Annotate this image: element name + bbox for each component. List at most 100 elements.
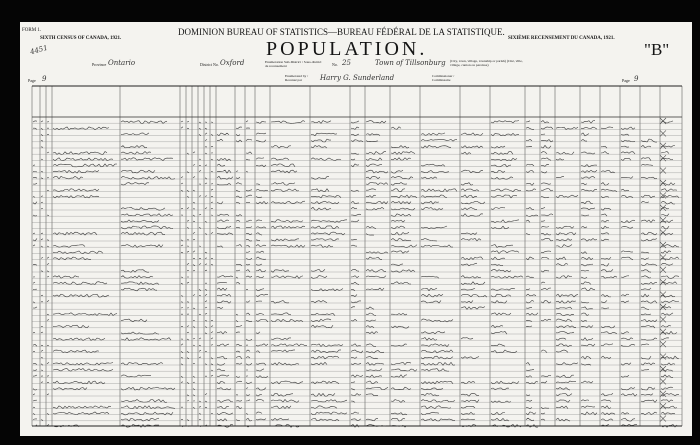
handwritten-entry [192,362,196,365]
handwritten-entry [580,238,598,242]
handwritten-entry [620,392,638,397]
handwritten-entry [216,331,228,335]
handwritten-entry [525,411,537,416]
handwritten-entry [490,194,518,199]
handwritten-entry [555,158,565,161]
handwritten-entry [235,244,243,247]
handwritten-entry [660,250,672,254]
handwritten-entry [204,313,208,315]
handwritten-entry [660,263,674,266]
handwritten-entry [365,350,385,354]
handwritten-entry [540,233,552,236]
handwritten-entry [180,381,184,383]
handwritten-entry [255,157,265,160]
handwritten-entry [490,244,514,248]
handwritten-entry [40,177,44,179]
handwritten-entry [204,326,208,328]
handwritten-entry [460,288,476,291]
handwritten-mark [659,229,667,236]
handwritten-entry [640,157,652,161]
handwritten-entry [620,145,630,148]
handwritten-entry [52,175,84,180]
handwritten-entry [204,320,208,322]
handwritten-entry [555,238,573,241]
handwritten-entry [540,257,550,260]
enumerator-value: Harry G. Sunderland [320,74,395,82]
handwritten-entry [52,411,110,415]
handwritten-entry [350,200,360,205]
handwritten-entry [490,293,512,298]
handwritten-mark [659,167,667,174]
handwritten-entry [186,207,190,210]
handwritten-entry [180,295,184,297]
handwritten-entry [660,369,674,372]
handwritten-entry [580,164,598,168]
handwritten-entry [525,207,535,210]
handwritten-entry [660,281,678,285]
handwritten-entry [580,226,588,229]
handwritten-entry [210,357,214,360]
handwritten-entry [490,411,506,415]
handwritten-entry [365,182,389,186]
handwritten-entry [235,350,241,353]
handwritten-entry [390,219,406,223]
handwritten-entry [640,194,656,199]
handwritten-entry [600,238,610,242]
handwritten-entry [310,343,344,347]
handwritten-mark [659,142,667,150]
handwritten-entry [540,213,554,217]
handwritten-entry [365,312,377,316]
handwritten-entry [46,300,50,303]
handwritten-entry [235,282,241,285]
handwritten-entry [180,189,184,192]
handwritten-entry [600,418,614,422]
handwritten-entry [52,231,98,236]
handwritten-entry [390,145,410,149]
handwritten-entry [620,195,634,198]
handwritten-entry [245,251,251,253]
handwritten-entry [310,188,330,193]
handwritten-entry [192,176,196,179]
handwritten-entry [204,332,208,335]
handwritten-entry [255,121,267,124]
handwritten-entry [460,275,482,279]
handwritten-entry [580,256,594,260]
handwritten-entry [660,188,678,192]
handwritten-entry [600,225,610,230]
census-title-en: SIXTH CENSUS OF CANADA, 1921. [40,36,122,41]
handwritten-entry [525,219,531,223]
handwritten-entry [555,176,565,179]
handwritten-entry [525,417,535,421]
handwritten-entry [186,419,190,421]
handwritten-entry [120,120,168,124]
handwritten-entry [490,400,512,403]
handwritten-entry [460,293,488,298]
handwritten-entry [620,151,636,155]
handwritten-entry [525,424,539,428]
handwritten-entry [490,188,522,192]
handwritten-entry [270,417,290,421]
handwritten-entry [245,387,249,389]
handwritten-entry [310,225,340,229]
handwritten-entry [555,331,575,335]
handwritten-entry [245,219,253,222]
handwritten-entry [245,245,251,248]
handwritten-entry [245,138,253,141]
handwritten-entry [245,338,253,341]
handwritten-entry [365,140,379,142]
handwritten-entry [310,238,340,241]
handwritten-entry [245,320,253,322]
handwritten-entry [32,388,38,391]
handwritten-entry [120,182,150,186]
handwritten-entry [540,281,546,284]
handwritten-entry [198,344,202,347]
handwritten-mark [659,216,667,224]
handwritten-entry [600,169,616,174]
handwritten-entry [620,139,636,143]
handwritten-entry [555,275,573,279]
handwritten-entry [390,176,414,180]
handwritten-entry [525,362,531,366]
handwritten-entry [365,157,383,161]
handwritten-entry [204,139,208,141]
handwritten-entry [525,163,535,167]
